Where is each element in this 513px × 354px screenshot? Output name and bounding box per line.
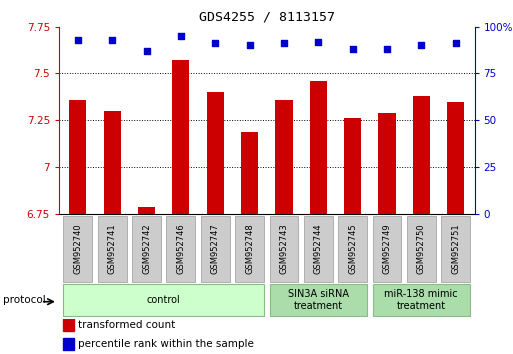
Point xyxy=(108,37,116,42)
Point xyxy=(348,46,357,52)
Point xyxy=(451,41,460,46)
Bar xyxy=(98,216,127,282)
Bar xyxy=(304,216,333,282)
Bar xyxy=(235,216,264,282)
Text: GSM952750: GSM952750 xyxy=(417,223,426,274)
Bar xyxy=(338,216,367,282)
Text: GSM952743: GSM952743 xyxy=(280,223,288,274)
Text: GSM952746: GSM952746 xyxy=(176,223,185,274)
Text: GSM952749: GSM952749 xyxy=(383,223,391,274)
Bar xyxy=(69,100,87,214)
Bar xyxy=(344,119,361,214)
Bar xyxy=(275,100,292,214)
Text: GSM952747: GSM952747 xyxy=(211,223,220,274)
Bar xyxy=(64,284,264,316)
Text: GSM952748: GSM952748 xyxy=(245,223,254,274)
Point xyxy=(383,46,391,52)
Bar xyxy=(413,96,430,214)
Point xyxy=(314,39,322,44)
Text: GSM952740: GSM952740 xyxy=(73,223,83,274)
Point xyxy=(74,37,82,42)
Bar xyxy=(269,284,367,316)
Text: GSM952751: GSM952751 xyxy=(451,223,460,274)
Text: GSM952742: GSM952742 xyxy=(142,223,151,274)
Bar xyxy=(447,102,464,214)
Text: protocol: protocol xyxy=(3,295,45,305)
Bar xyxy=(63,319,73,331)
Bar xyxy=(310,81,327,214)
Text: GSM952745: GSM952745 xyxy=(348,223,357,274)
Bar xyxy=(407,216,436,282)
Point xyxy=(280,41,288,46)
Bar xyxy=(441,216,470,282)
Bar xyxy=(167,216,195,282)
Title: GDS4255 / 8113157: GDS4255 / 8113157 xyxy=(199,11,335,24)
Point xyxy=(177,33,185,39)
Bar xyxy=(379,113,396,214)
Bar xyxy=(269,216,299,282)
Text: control: control xyxy=(147,295,181,305)
Bar xyxy=(201,216,230,282)
Text: GSM952744: GSM952744 xyxy=(314,223,323,274)
Bar xyxy=(104,111,121,214)
Text: GSM952741: GSM952741 xyxy=(108,223,117,274)
Point xyxy=(246,42,254,48)
Point xyxy=(211,41,220,46)
Text: transformed count: transformed count xyxy=(77,320,175,330)
Bar xyxy=(241,132,258,214)
Point xyxy=(417,42,425,48)
Point xyxy=(143,48,151,54)
Bar xyxy=(132,216,161,282)
Bar xyxy=(172,60,189,214)
Bar xyxy=(372,284,470,316)
Bar xyxy=(372,216,401,282)
Bar xyxy=(138,207,155,214)
Bar xyxy=(63,338,73,350)
Bar xyxy=(64,216,92,282)
Text: SIN3A siRNA
treatment: SIN3A siRNA treatment xyxy=(288,289,349,311)
Bar xyxy=(207,92,224,214)
Text: miR-138 mimic
treatment: miR-138 mimic treatment xyxy=(384,289,458,311)
Text: percentile rank within the sample: percentile rank within the sample xyxy=(77,339,253,349)
